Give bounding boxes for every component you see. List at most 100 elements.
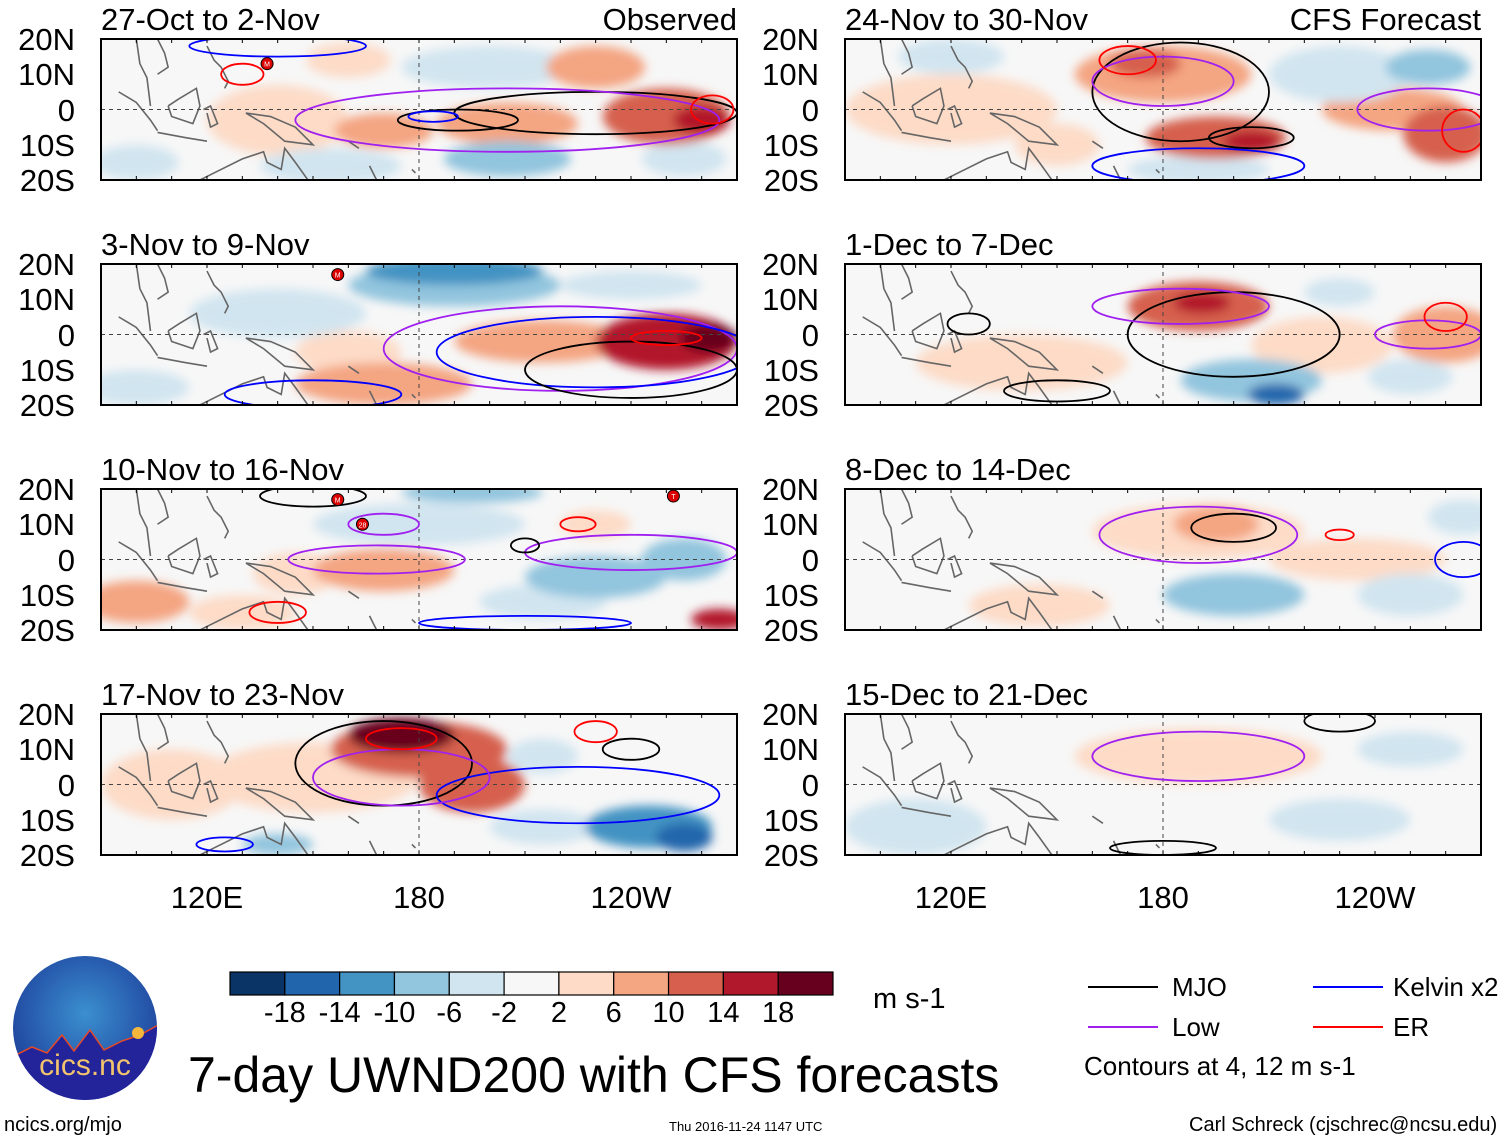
coastline xyxy=(198,371,309,405)
lat-label: 10S xyxy=(763,577,819,613)
lat-label: 10N xyxy=(18,507,75,543)
storm-marker-icon xyxy=(331,268,345,282)
contour-kelvin xyxy=(435,315,737,389)
wind-anomaly-region xyxy=(252,552,338,595)
coastline xyxy=(901,806,952,818)
coastline xyxy=(198,821,309,855)
coastline xyxy=(911,537,945,575)
contour-low xyxy=(1091,55,1235,107)
colorbar xyxy=(229,971,834,996)
coastline xyxy=(1135,686,1142,704)
storm-marker-icon xyxy=(355,517,369,531)
lat-label: 10S xyxy=(763,127,819,163)
contour-mjo xyxy=(1208,126,1295,150)
wind-anomaly-core xyxy=(469,148,546,170)
coastline xyxy=(157,356,208,368)
wind-anomaly-region xyxy=(1251,316,1393,374)
colorbar-cell xyxy=(284,971,341,996)
coastline xyxy=(206,45,230,89)
wind-anomaly-region xyxy=(915,334,1128,391)
contour-note: Contours at 4, 12 m s-1 xyxy=(1084,1051,1356,1081)
coastline xyxy=(901,131,952,143)
coastline xyxy=(203,104,219,129)
coastline xyxy=(989,337,1060,371)
coastline xyxy=(911,87,945,125)
lat-label: 10N xyxy=(18,57,75,93)
map-panel xyxy=(844,713,1482,856)
colorbar-tick-label: -2 xyxy=(491,997,517,1029)
colorbar-units: m s-1 xyxy=(873,983,946,1015)
coastline xyxy=(156,264,170,300)
colorbar-cell xyxy=(229,971,286,996)
legend-label-er: ER xyxy=(1393,1012,1430,1042)
coastline xyxy=(118,91,159,132)
coastline xyxy=(1155,393,1161,399)
coastline xyxy=(156,489,170,525)
map-panel: M 28 T xyxy=(100,488,738,631)
lat-label: 20N xyxy=(18,697,75,732)
wind-anomaly-core xyxy=(1402,56,1454,78)
coastline xyxy=(167,312,201,350)
legend-label-mjo: MJO xyxy=(1172,972,1227,1002)
coastline xyxy=(862,91,903,132)
colorbar-cell xyxy=(503,971,560,996)
colorbar-cell xyxy=(448,971,505,996)
lat-label: 20N xyxy=(18,247,75,282)
coastline xyxy=(368,840,378,855)
coastline xyxy=(900,264,914,300)
wind-anomaly-core xyxy=(429,489,515,499)
footer-url[interactable]: ncics.org/mjo xyxy=(4,1114,122,1136)
contour-kelvin xyxy=(188,39,367,58)
coastline xyxy=(167,762,201,800)
wind-anomaly-core xyxy=(489,328,596,355)
coastline xyxy=(368,390,378,405)
panel-title: 27-Oct to 2-Nov xyxy=(101,2,320,37)
colorbar-tick-label: -10 xyxy=(373,997,416,1029)
wind-anomaly-region xyxy=(641,141,727,177)
wind-anomaly-core xyxy=(1190,513,1242,535)
coastline xyxy=(947,104,963,129)
coastline xyxy=(942,146,1053,180)
coastline xyxy=(862,766,903,807)
coastline xyxy=(411,393,417,399)
footer-timestamp: Thu 2016-11-24 1147 UTC xyxy=(669,1119,823,1134)
coastline xyxy=(1091,590,1104,599)
wind-anomaly-core xyxy=(104,376,169,398)
coastline xyxy=(1135,236,1142,254)
contour-er xyxy=(365,727,438,751)
coastline xyxy=(118,766,159,807)
coastline xyxy=(203,554,219,579)
coastline xyxy=(245,337,316,371)
lat-label: 20S xyxy=(763,163,819,198)
coastline xyxy=(989,112,1060,146)
contour-er xyxy=(1423,301,1468,332)
colorbar-cell xyxy=(613,971,670,996)
lat-label: 20N xyxy=(762,247,819,282)
coastline xyxy=(135,264,152,332)
lat-label: 10N xyxy=(762,507,819,543)
coastline xyxy=(118,541,159,582)
contour-er xyxy=(248,600,307,624)
coastline xyxy=(368,165,378,180)
wind-anomaly-core xyxy=(1191,582,1277,608)
wind-anomaly-core xyxy=(667,828,701,846)
lon-label: 180 xyxy=(1137,880,1189,915)
lat-label: 20N xyxy=(762,472,819,507)
coastline xyxy=(901,581,952,593)
coastline xyxy=(118,316,159,357)
contour-mjo xyxy=(1109,840,1217,855)
map-panel: M xyxy=(100,263,738,406)
coastline xyxy=(206,495,230,539)
colorbar-cell xyxy=(667,971,724,996)
contour-mjo xyxy=(601,737,661,761)
colorbar-tick-label: 6 xyxy=(605,997,622,1029)
coastline xyxy=(368,615,378,630)
contour-er xyxy=(573,720,618,744)
contour-low xyxy=(1356,87,1481,132)
contour-kelvin xyxy=(418,615,632,630)
wind-anomaly-region xyxy=(845,798,987,855)
wind-anomaly-core xyxy=(1184,296,1219,310)
lat-label: 10S xyxy=(763,802,819,838)
